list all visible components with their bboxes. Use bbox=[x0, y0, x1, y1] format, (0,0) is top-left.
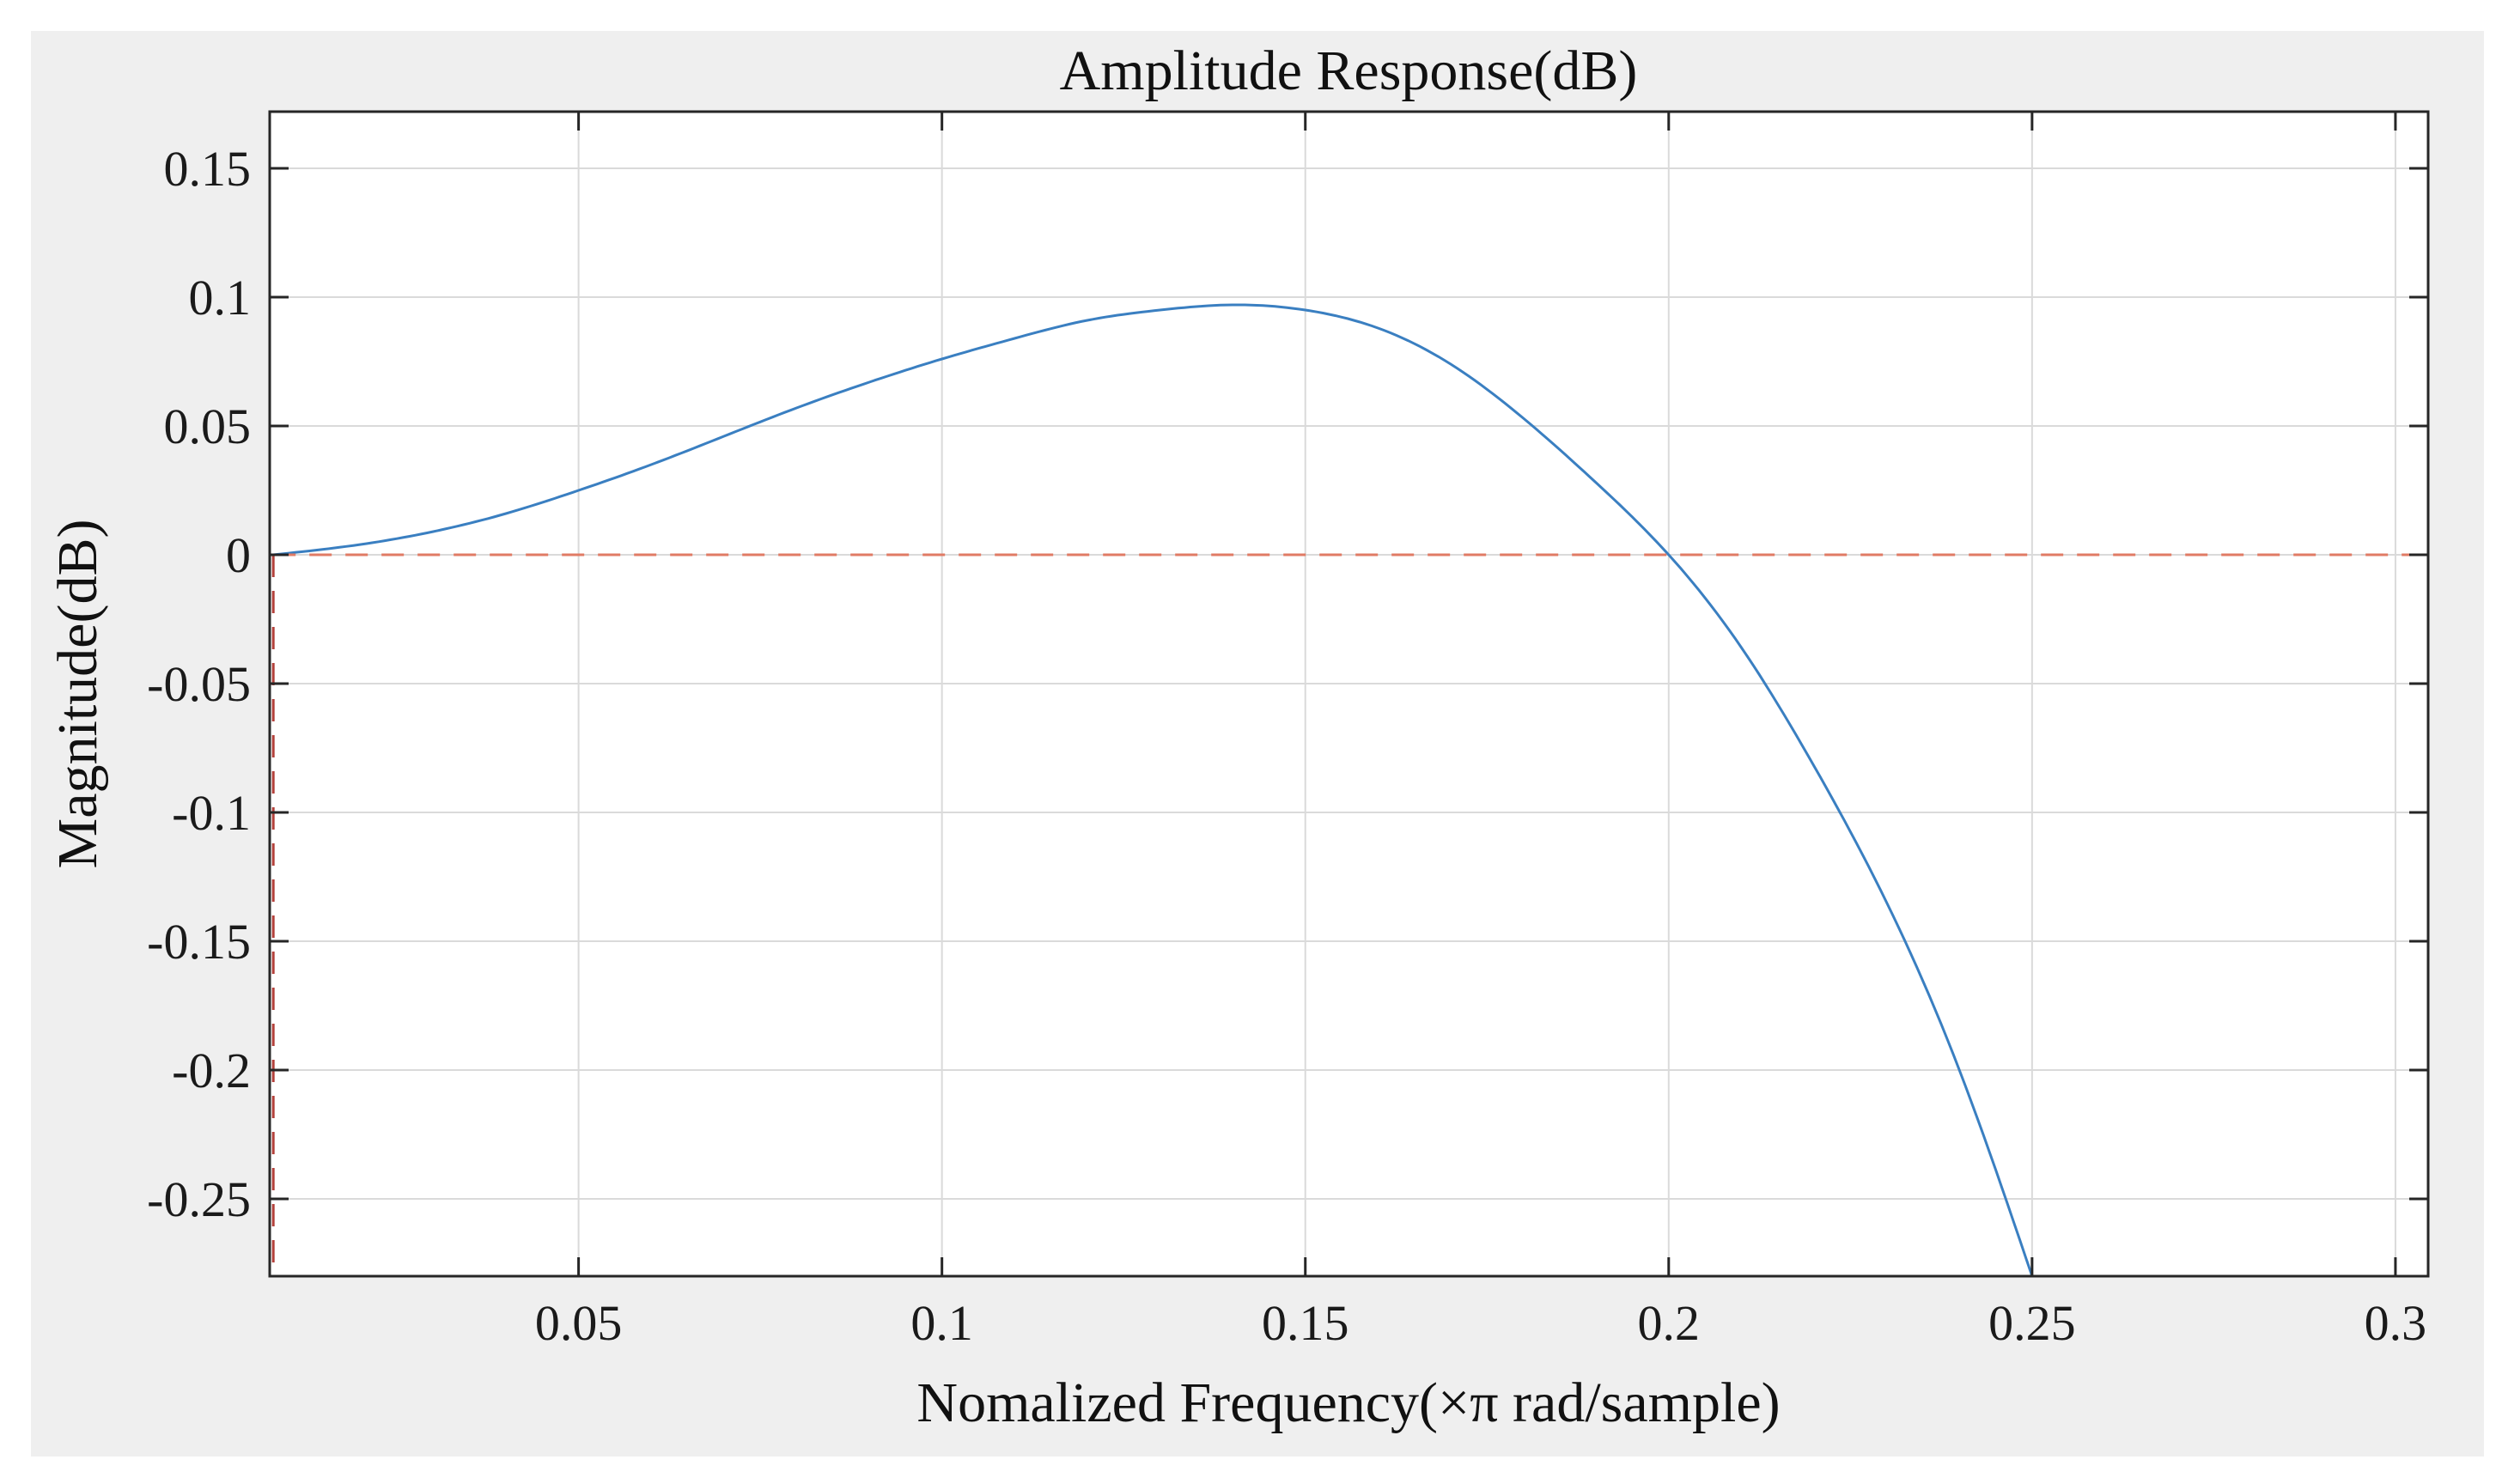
response-curve bbox=[273, 303, 2034, 1277]
y-tick-label: -0.25 bbox=[147, 1171, 251, 1227]
y-tick-label: 0.05 bbox=[164, 398, 252, 454]
y-tick-label: 0.1 bbox=[189, 270, 252, 325]
x-axis-label: Nomalized Frequency(×π rad/sample) bbox=[916, 1371, 1780, 1434]
y-tick-label: -0.15 bbox=[147, 914, 251, 970]
y-tick-label: 0 bbox=[226, 527, 251, 583]
y-tick-label: -0.1 bbox=[172, 785, 251, 841]
x-tick-label: 0.2 bbox=[1638, 1295, 1701, 1351]
plot-area bbox=[270, 112, 2428, 1276]
x-tick-label: 0.15 bbox=[1262, 1295, 1349, 1351]
plot-frame bbox=[268, 110, 2430, 1278]
data-series bbox=[271, 303, 2425, 1277]
grid-lines bbox=[270, 112, 2428, 1276]
x-tick-label: 0.25 bbox=[1988, 1295, 2076, 1351]
axis-ticks: 0.05 0.1 0.15 0.2 0.25 0.3 0.15 0.1 0.05 0 -0.05 -0… bbox=[147, 112, 2428, 1351]
y-tick-label: -0.2 bbox=[172, 1043, 251, 1098]
x-tick-label: 0.1 bbox=[910, 1295, 973, 1351]
x-tick-label: 0.05 bbox=[535, 1295, 623, 1351]
x-tick-label: 0.3 bbox=[2365, 1295, 2427, 1351]
chart-title: Amplitude Response(dB) bbox=[1060, 40, 1638, 102]
y-tick-label: 0.15 bbox=[164, 141, 252, 197]
y-axis-label: Magnitude(dB) bbox=[46, 520, 109, 869]
y-tick-label: -0.05 bbox=[147, 656, 251, 712]
